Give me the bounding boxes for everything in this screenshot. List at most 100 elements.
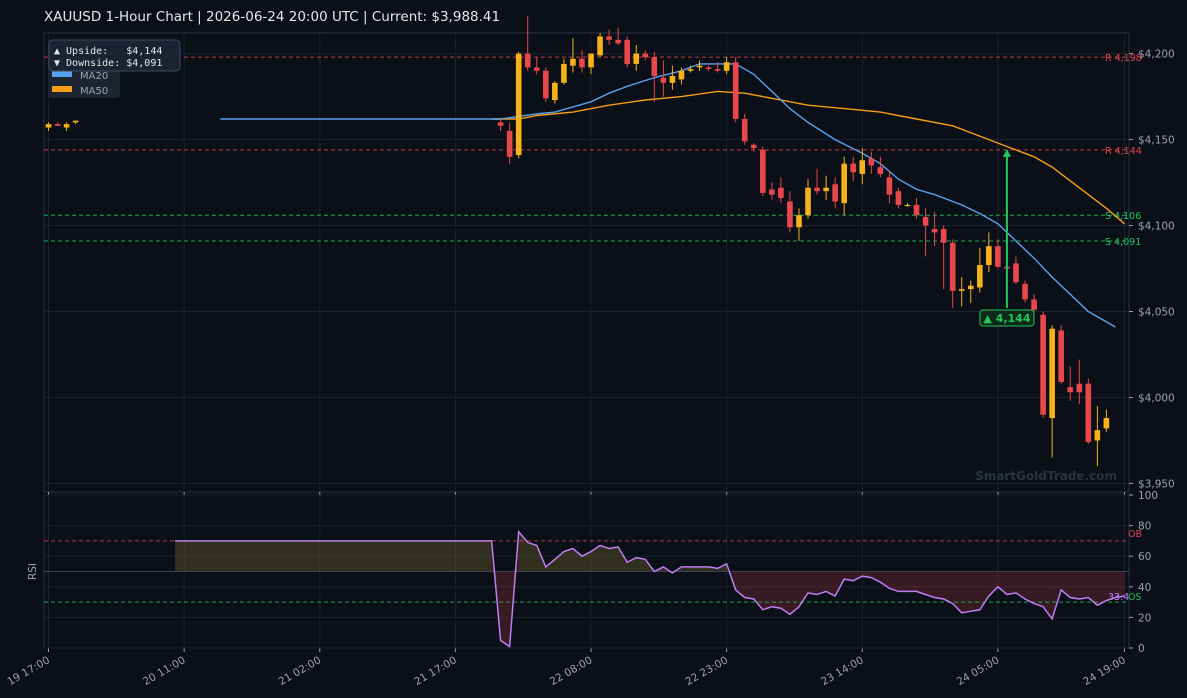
target-annotation-label: ▲ 4,144 xyxy=(983,312,1030,325)
rsi-fill xyxy=(753,571,763,610)
candle-body xyxy=(543,70,549,99)
candle-body xyxy=(524,53,531,68)
candle-body xyxy=(814,187,820,192)
candle xyxy=(931,211,938,247)
candle-body xyxy=(651,57,658,76)
candle-body xyxy=(787,201,793,228)
candle xyxy=(796,208,802,242)
rsi-y-tick-label: 80 xyxy=(1138,521,1151,533)
candle xyxy=(986,232,992,272)
candle-body xyxy=(958,289,965,291)
watermark: SmartGoldTrade.com xyxy=(975,469,1117,483)
candle xyxy=(732,57,739,123)
candle xyxy=(769,182,775,200)
rsi-fill xyxy=(916,571,926,595)
candle xyxy=(995,239,1001,269)
ma50-legend-label: MA50 xyxy=(80,86,108,97)
candle xyxy=(63,122,70,131)
candle-body xyxy=(533,67,540,71)
candle xyxy=(913,198,920,219)
rsi-line xyxy=(175,529,1125,648)
price-y-tick-label: $4,150 xyxy=(1138,135,1175,147)
candle xyxy=(1022,280,1028,303)
candle-body xyxy=(597,36,603,56)
rsi-fill xyxy=(690,566,700,572)
candle-body xyxy=(588,53,594,68)
candle xyxy=(552,81,558,104)
candle-body xyxy=(678,70,685,80)
candle xyxy=(524,15,531,71)
candle-body xyxy=(977,265,983,288)
candle xyxy=(1067,366,1074,401)
candle xyxy=(886,170,893,204)
candle-body xyxy=(570,58,576,66)
rsi-fill xyxy=(319,540,411,572)
candle-body xyxy=(1040,314,1046,415)
candle xyxy=(1049,325,1055,458)
candle-body xyxy=(1103,418,1110,429)
rsi-fill xyxy=(581,551,592,572)
candle-body xyxy=(922,216,929,226)
price-y-tick-label: $4,050 xyxy=(1138,306,1175,318)
rsi-fill xyxy=(518,531,528,572)
rsi-fill xyxy=(889,571,899,592)
candle-body xyxy=(841,163,847,204)
candle xyxy=(597,33,603,58)
candle-body xyxy=(760,149,766,193)
rsi-fill xyxy=(1025,571,1035,604)
candle xyxy=(570,38,576,73)
candle xyxy=(1031,294,1037,312)
candle-body xyxy=(796,215,802,228)
candle xyxy=(1094,406,1101,467)
price-y-tick-label: $3,950 xyxy=(1138,478,1175,490)
candle xyxy=(787,191,793,233)
rsi-y-tick-label: 0 xyxy=(1138,643,1145,655)
candle xyxy=(723,57,730,75)
candle-body xyxy=(778,187,784,199)
candle xyxy=(687,65,694,73)
candle-body xyxy=(696,65,703,68)
support-level-label: S 4,091 xyxy=(1105,237,1141,248)
candle xyxy=(678,67,685,85)
rsi-fill xyxy=(1034,571,1044,607)
candle xyxy=(651,51,658,102)
rsi-fill xyxy=(1006,571,1016,595)
rsi-fill xyxy=(744,571,754,600)
rsi-fill xyxy=(988,571,998,596)
rsi-fill xyxy=(808,571,818,595)
candle xyxy=(696,60,703,71)
candle xyxy=(1076,359,1083,405)
candle xyxy=(904,203,911,207)
candle-body xyxy=(1067,387,1074,393)
candle-body xyxy=(986,246,992,266)
rsi-fill xyxy=(175,540,230,572)
candle-body xyxy=(949,242,956,291)
candle xyxy=(606,29,612,46)
candle-body xyxy=(497,122,504,126)
rsi-fill xyxy=(410,540,492,572)
candle xyxy=(741,113,748,145)
candle-body xyxy=(1094,430,1101,441)
rsi-fill xyxy=(880,571,890,589)
rsi-fill xyxy=(1088,571,1098,606)
rsi-fill xyxy=(591,545,601,572)
candle-body xyxy=(886,177,893,195)
rsi-fill xyxy=(600,545,610,572)
candle-body xyxy=(868,158,875,166)
candle-body xyxy=(714,69,721,71)
candle-body xyxy=(940,228,947,243)
candle xyxy=(868,151,875,174)
rsi-fill xyxy=(554,551,564,572)
candle xyxy=(823,175,829,200)
rsi-fill xyxy=(1070,571,1080,600)
rsi-fill xyxy=(500,571,510,647)
rsi-fill xyxy=(898,571,908,592)
candle-body xyxy=(606,36,612,40)
rsi-fill xyxy=(1097,571,1107,606)
price-y-tick-label: $4,200 xyxy=(1138,49,1175,61)
candle xyxy=(1085,378,1092,444)
price-y-tick-label: $4,000 xyxy=(1138,392,1175,404)
rsi-fill xyxy=(798,571,809,607)
candle xyxy=(832,177,838,209)
